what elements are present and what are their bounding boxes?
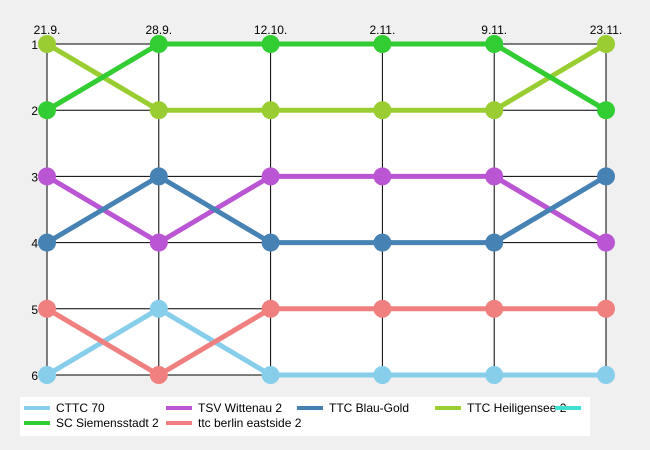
data-point [597,35,615,53]
legend-swatch [555,405,581,410]
data-point [597,167,615,186]
series-line-1 [45,173,608,246]
x-tick-label: 2.11. [369,23,395,37]
data-point [597,101,615,120]
series-line-6 [45,306,606,378]
data-point [261,101,280,120]
legend-item [555,400,587,416]
legend-item: SC Siemensstadt 2 [24,415,159,431]
legend-swatch [24,420,50,425]
data-point [485,366,504,384]
x-tick-label: 23.11. [590,23,622,37]
data-point [373,35,392,53]
y-tick-label: 2 [31,104,38,118]
data-point [38,101,56,120]
data-point [373,167,392,186]
data-point [373,366,392,384]
legend-label: ttc berlin eastside 2 [198,416,302,430]
data-point [149,233,168,252]
x-tick-label: 9.11. [481,23,507,37]
data-point [149,167,168,186]
legend-label: TTC Heiligensee 2 [467,401,567,415]
data-point [261,233,280,252]
legend-label: TTC Blau-Gold [329,401,410,415]
series-line-2 [45,173,608,246]
data-point [597,233,615,252]
data-point [373,101,392,120]
x-tick-label: 21.9. [34,23,61,37]
data-point [261,35,280,53]
data-point [485,299,504,318]
legend-label: TSV Wittenau 2 [198,401,283,415]
series-line-3 [45,41,608,113]
x-tick-label: 12.10. [254,23,287,37]
y-tick-label: 1 [31,38,38,52]
data-point [485,167,504,186]
legend-item: CTTC 70 [24,400,105,416]
series-line-5 [45,41,608,113]
y-tick-label: 6 [31,369,38,383]
data-point [38,366,56,384]
data-point [485,101,504,120]
legend-swatch [166,405,192,410]
y-tick-label: 3 [31,170,38,184]
data-point [261,167,280,186]
data-point [38,167,56,186]
data-point [149,35,168,53]
y-tick-label: 4 [31,237,38,251]
data-point [261,366,280,384]
y-tick-label: 5 [31,303,38,317]
data-point [597,366,615,384]
data-point [38,233,56,252]
data-point [149,366,168,384]
legend-item: TTC Blau-Gold [297,400,409,416]
legend-item: ttc berlin eastside 2 [166,415,301,431]
legend-swatch [435,405,461,410]
data-point [597,299,615,318]
legend-swatch [24,405,50,410]
legend-swatch [166,420,192,425]
legend-label: SC Siemensstadt 2 [56,416,159,430]
data-point [485,35,504,53]
data-point [38,35,56,53]
data-point [261,299,280,318]
data-point [373,299,392,318]
legend-item: TTC Heiligensee 2 [435,400,566,416]
data-point [485,233,504,252]
series-line-0 [45,306,606,378]
data-point [149,101,168,120]
legend-label: CTTC 70 [56,401,105,415]
legend-item: TSV Wittenau 2 [166,400,282,416]
x-tick-label: 28.9. [145,23,172,37]
data-point [149,299,168,318]
legend-swatch [297,405,323,410]
legend: CTTC 70 TSV Wittenau 2 TTC Blau-Gold TTC He… [20,397,590,436]
data-point [38,299,56,318]
data-point [373,233,392,252]
